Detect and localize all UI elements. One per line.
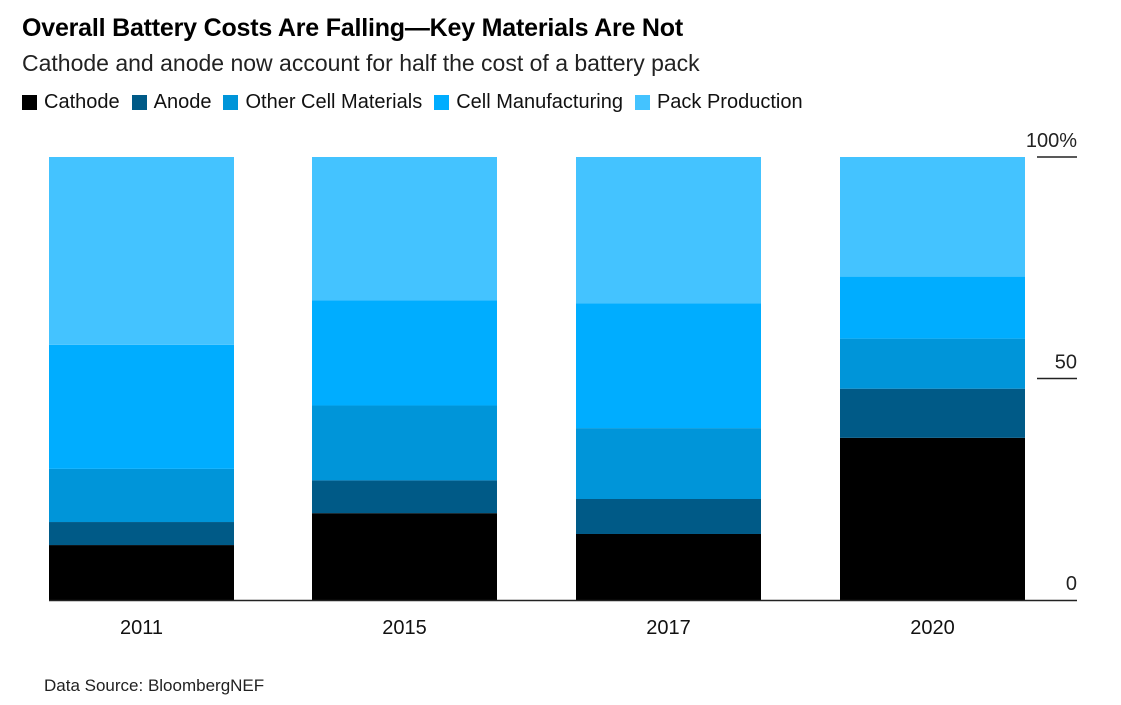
x-tick-label-2017: 2017 — [646, 617, 691, 639]
y-tick-label-50: 50 — [1055, 352, 1077, 374]
legend-swatch-cathode — [22, 95, 37, 110]
x-tick-label-2015: 2015 — [382, 617, 427, 639]
bar-segment-cell-manufacturing-2020 — [840, 276, 1025, 339]
legend-item-anode: Anode — [131, 91, 212, 114]
chart-subtitle: Cathode and anode now account for half t… — [22, 50, 700, 76]
bar-segment-anode-2020 — [840, 388, 1025, 438]
bar-segment-anode-2011 — [49, 522, 234, 546]
legend-item-cell-manufacturing: Cell Manufacturing — [434, 91, 623, 114]
bar-segment-other-cell-materials-2020 — [840, 338, 1025, 389]
bar-segment-pack-production-2011 — [49, 157, 234, 345]
legend-item-other-cell-materials: Other Cell Materials — [223, 91, 422, 114]
legend-label-cell-manufacturing: Cell Manufacturing — [456, 91, 623, 113]
legend-item-cathode: Cathode — [22, 91, 120, 114]
legend-label-pack-production: Pack Production — [656, 91, 803, 113]
legend-label-cathode: Cathode — [44, 91, 120, 113]
bar-segment-anode-2017 — [576, 498, 761, 534]
legend-swatch-other-cell-materials — [223, 95, 239, 110]
bar-segment-cell-manufacturing-2015 — [312, 300, 497, 406]
bar-segment-other-cell-materials-2015 — [312, 405, 497, 481]
legend-label-other-cell-materials: Other Cell Materials — [245, 91, 423, 113]
bar-segment-cell-manufacturing-2017 — [576, 303, 761, 429]
legend-swatch-cell-manufacturing — [434, 95, 450, 110]
bar-segment-cathode-2015 — [312, 513, 497, 600]
bar-segment-pack-production-2015 — [312, 157, 497, 301]
bar-segment-pack-production-2020 — [840, 157, 1025, 277]
chart-title: Overall Battery Costs Are Falling—Key Ma… — [22, 14, 683, 42]
data-source: Data Source: BloombergNEF — [44, 676, 265, 695]
legend: Cathode Anode Other Cell Materials Cell … — [22, 91, 815, 114]
x-tick-label-2020: 2020 — [910, 617, 955, 639]
y-tick-label-100: 100% — [1026, 130, 1077, 152]
bar-segment-cathode-2017 — [576, 533, 761, 600]
legend-item-pack-production: Pack Production — [634, 91, 803, 114]
legend-label-anode: Anode — [153, 91, 212, 113]
bar-segment-anode-2015 — [312, 480, 497, 514]
bar-segment-cell-manufacturing-2011 — [49, 344, 234, 469]
bar-segment-cathode-2020 — [840, 437, 1025, 600]
bar-segment-cathode-2011 — [49, 545, 234, 600]
bar-segment-pack-production-2017 — [576, 157, 761, 304]
legend-swatch-anode — [131, 95, 147, 110]
x-tick-label-2011: 2011 — [120, 617, 163, 639]
legend-swatch-pack-production — [634, 95, 650, 110]
bar-segment-other-cell-materials-2011 — [49, 468, 234, 523]
bar-segment-other-cell-materials-2017 — [576, 428, 761, 499]
y-tick-label-0: 0 — [1066, 573, 1077, 595]
